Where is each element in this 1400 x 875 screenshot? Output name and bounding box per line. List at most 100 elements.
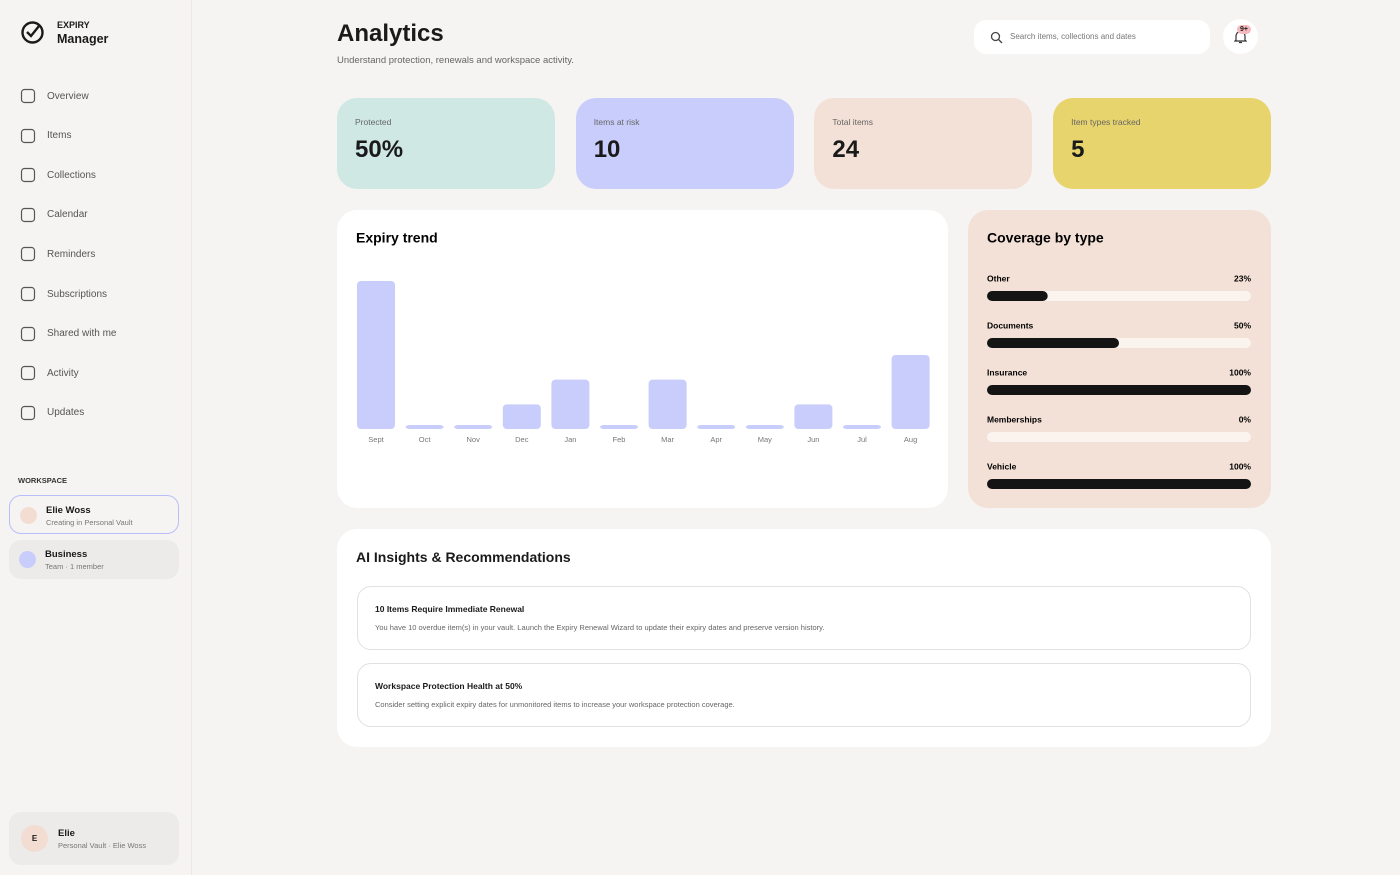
bar xyxy=(648,379,687,429)
bar xyxy=(745,425,784,429)
x-tick-label: Jan xyxy=(564,435,576,444)
coverage-value: 0% xyxy=(1239,414,1252,424)
sidebar: EXPIRY Manager Overview Items Collections C… xyxy=(0,0,192,875)
insights-title: AI Insights & Recommendations xyxy=(356,549,571,565)
bar xyxy=(600,425,638,429)
user-sub: Personal Vault · Elie Woss xyxy=(58,841,147,850)
nav-item[interactable]: Overview xyxy=(20,84,89,108)
nav-item[interactable]: Updates xyxy=(20,401,84,425)
workspace-item[interactable]: Elie Woss Creating in Personal Vault xyxy=(9,495,179,534)
nav-item[interactable]: Subscriptions xyxy=(20,282,107,306)
icon-shape xyxy=(20,88,36,104)
page-title: Analytics xyxy=(337,20,444,47)
badge: 9+ xyxy=(1237,25,1251,34)
workspace-sub: Team · 1 member xyxy=(45,562,104,571)
stat-label: Protected xyxy=(355,117,392,127)
coverage-label: Vehicle xyxy=(987,461,1017,471)
coverage-value: 23% xyxy=(1234,273,1251,283)
stat-value: 24 xyxy=(832,136,860,163)
x-tick-label: Mar xyxy=(661,435,674,444)
nav-label: Overview xyxy=(47,90,89,102)
chart-title: Coverage by type xyxy=(987,230,1104,246)
x-tick-label: Feb xyxy=(613,435,626,444)
workspace-sub: Creating in Personal Vault xyxy=(46,518,133,527)
progress-bar xyxy=(987,385,1251,395)
insight-text: Consider setting explicit expiry dates f… xyxy=(375,700,735,709)
nav-item[interactable]: Reminders xyxy=(20,242,95,266)
nav-label: Reminders xyxy=(47,248,96,260)
insight[interactable]: Workspace Protection Health at 50% Consi… xyxy=(357,663,1251,727)
nav-icon xyxy=(20,286,36,302)
stat-label: Items at risk xyxy=(593,117,640,127)
stat-value: 10 xyxy=(593,136,621,163)
nav-icon xyxy=(20,247,36,262)
stat-value: 5 xyxy=(1071,136,1085,163)
progress-bar xyxy=(987,291,1048,301)
page-subtitle: Understand protection, renewals and work… xyxy=(337,55,574,66)
x-tick-label: Oct xyxy=(419,435,432,444)
progress-chart: Coverage by type Other 23% Documents 50% Ins… xyxy=(987,230,1252,489)
notifications[interactable]: 9+ xyxy=(1223,19,1258,54)
coverage-label: Insurance xyxy=(987,367,1027,377)
insight-text: You have 10 overdue item(s) in your vaul… xyxy=(375,623,825,632)
icon-shape xyxy=(20,247,36,262)
coverage-value: 100% xyxy=(1229,461,1251,471)
bar xyxy=(551,379,590,429)
nav-item[interactable]: Calendar xyxy=(20,203,88,227)
coverage-value: 50% xyxy=(1234,320,1251,330)
nav-item[interactable]: Activity xyxy=(20,361,79,385)
progress-bar xyxy=(987,338,1119,348)
chart-title: Expiry trend xyxy=(356,230,438,246)
nav-label: Activity xyxy=(47,367,79,379)
x-tick-label: Jun xyxy=(807,435,819,444)
search-icon xyxy=(990,31,1003,44)
user-card[interactable]: E Elie Personal Vault · Elie Woss xyxy=(9,812,179,865)
icon-shape xyxy=(20,168,36,183)
insight-title: Workspace Protection Health at 50% xyxy=(375,681,523,691)
x-tick-label: Nov xyxy=(467,435,481,444)
progress-track xyxy=(987,432,1251,442)
stat-card: Item types tracked 5 xyxy=(1053,98,1272,189)
bar xyxy=(843,425,881,429)
user-name: Elie xyxy=(58,828,75,839)
insights-card: AI Insights & Recommendations 10 Items R… xyxy=(337,529,1271,747)
nav-item[interactable]: Shared with me xyxy=(20,322,116,346)
insight[interactable]: 10 Items Require Immediate Renewal You h… xyxy=(357,586,1251,650)
nav-icon xyxy=(20,366,36,381)
workspace-name: Business xyxy=(45,549,88,560)
coverage-label: Other xyxy=(987,273,1010,283)
bar xyxy=(891,355,930,429)
progress-track xyxy=(987,291,1251,301)
bar xyxy=(405,425,444,429)
nav-item[interactable]: Collections xyxy=(20,163,96,187)
bar xyxy=(502,404,541,429)
icon-shape xyxy=(20,128,36,143)
brand-top: EXPIRY xyxy=(57,20,90,30)
progress-bar xyxy=(987,479,1251,489)
icon xyxy=(19,551,36,568)
nav-icon xyxy=(20,326,36,341)
icon-shape xyxy=(20,326,36,341)
insight-title: 10 Items Require Immediate Renewal xyxy=(375,604,525,614)
x-tick-label: May xyxy=(758,435,772,444)
x-tick-label: Jul xyxy=(857,435,867,444)
nav-label: Items xyxy=(47,130,72,142)
search-placeholder: Search items, collections and dates xyxy=(1010,32,1136,41)
avatar: E xyxy=(21,825,48,852)
icon-shape xyxy=(20,405,36,420)
x-tick-label: Apr xyxy=(710,435,722,444)
icon xyxy=(20,507,37,524)
nav-icon xyxy=(20,207,36,222)
bar xyxy=(357,281,395,429)
stat-value: 50% xyxy=(355,136,404,163)
stat-label: Total items xyxy=(832,117,874,127)
logo xyxy=(21,21,44,44)
workspace-item[interactable]: Business Team · 1 member xyxy=(9,540,179,579)
nav-item[interactable]: Items xyxy=(20,124,71,148)
nav-icon xyxy=(20,128,36,143)
search-box[interactable]: Search items, collections and dates xyxy=(974,20,1210,54)
nav-label: Subscriptions xyxy=(47,288,108,300)
trend-card: Expiry trend Sept Oct Nov Dec Jan Feb Mar Apr Ma… xyxy=(337,210,948,508)
nav-icon xyxy=(20,168,36,183)
